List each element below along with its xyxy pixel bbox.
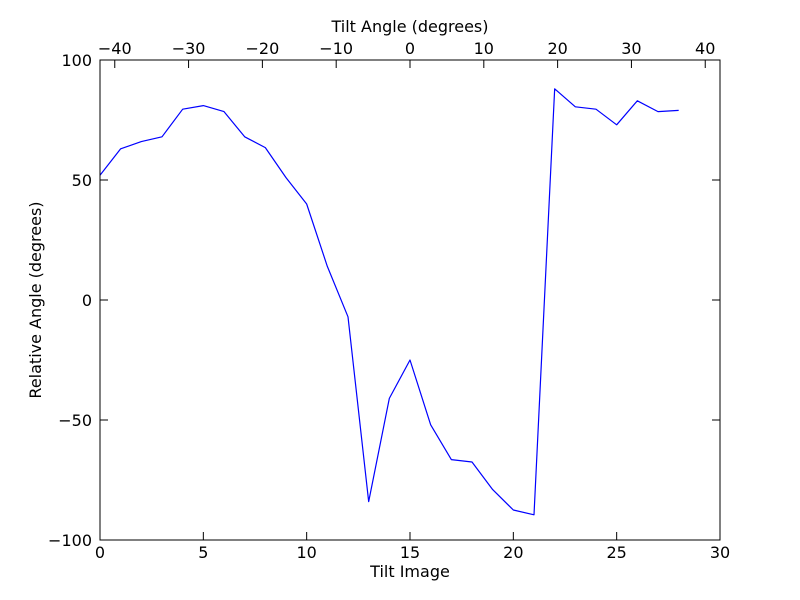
top-x-tick-label-7: 30: [621, 39, 641, 58]
plot-frame: [99, 59, 721, 541]
x-tick-label-3: 15: [400, 543, 420, 562]
plot-area: [100, 60, 720, 540]
top-x-tick-label-5: 10: [474, 39, 494, 58]
x-axis-label: Tilt Image: [369, 562, 450, 581]
top-x-tick-label-6: 20: [547, 39, 567, 58]
top-x-tick-label-1: −30: [172, 39, 206, 58]
x-tick-label-0: 0: [95, 543, 105, 562]
top-x-tick-label-3: −10: [319, 39, 353, 58]
y-tick-label-1: −50: [58, 411, 92, 430]
top-x-tick-label-0: −40: [98, 39, 132, 58]
y-tick-label-0: −100: [48, 531, 92, 550]
x-tick-label-6: 30: [710, 543, 730, 562]
y-axis-label: Relative Angle (degrees): [26, 201, 45, 398]
top-x-tick-label-8: 40: [695, 39, 715, 58]
top-x-tick-label-2: −20: [245, 39, 279, 58]
x-tick-label-1: 5: [198, 543, 208, 562]
x-tick-label-4: 20: [503, 543, 523, 562]
x-tick-label-5: 25: [606, 543, 626, 562]
top-x-axis-label: Tilt Angle (degrees): [330, 17, 488, 36]
x-tick-label-2: 10: [296, 543, 316, 562]
series-layer: [99, 88, 679, 516]
y-tick-label-4: 100: [61, 51, 92, 70]
y-tick-label-3: 50: [72, 171, 92, 190]
series-line-0: [99, 88, 679, 516]
top-x-tick-label-4: 0: [405, 39, 415, 58]
y-tick-label-2: 0: [82, 291, 92, 310]
